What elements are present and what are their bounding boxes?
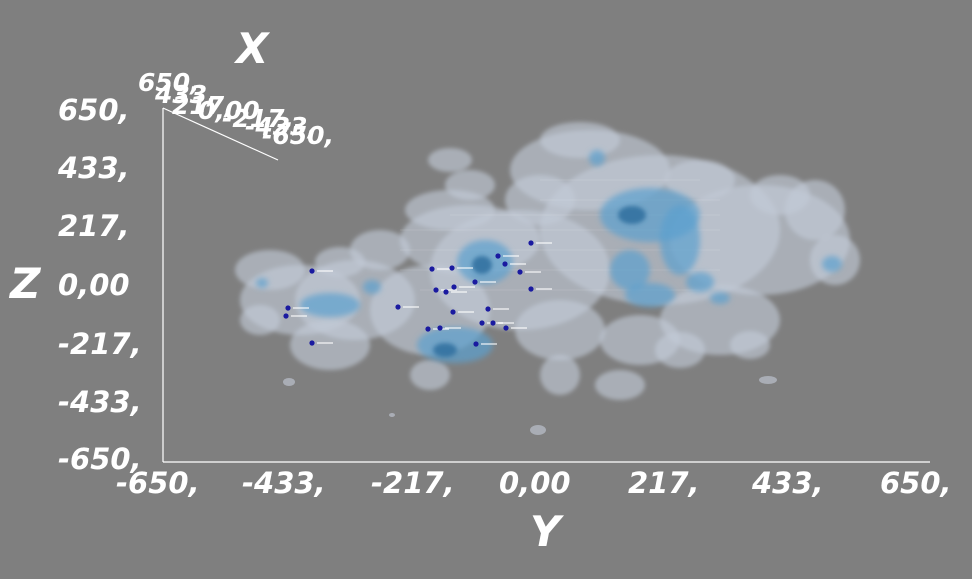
x-tick-label: -433, [245, 112, 318, 141]
data-point [528, 286, 534, 292]
z-tick-label: 0,00 [58, 268, 130, 302]
y-tick-label: -433, [242, 466, 326, 500]
y-tick-label: 217, [628, 466, 700, 500]
x-tick-label: 650, [138, 68, 200, 97]
data-point [309, 268, 315, 274]
y-tick-label: 433, [752, 466, 824, 500]
x-tick-label: 433, [155, 80, 217, 109]
data-point-tag [503, 255, 519, 257]
data-point-tag [536, 242, 552, 244]
data-point [437, 325, 443, 331]
data-point [451, 284, 457, 290]
data-point [433, 287, 439, 293]
x-tick-label: 0,00 [198, 96, 260, 125]
z-axis-title: Z [10, 259, 41, 308]
data-point [502, 261, 508, 267]
floating-fragments [283, 376, 777, 435]
x-axis-line [162, 107, 279, 161]
x-tick-label: 217, [172, 91, 234, 120]
data-point [517, 269, 523, 275]
data-point-tag [291, 315, 307, 317]
data-point [449, 265, 455, 271]
axes [162, 107, 930, 463]
data-point [443, 289, 449, 295]
data-point [479, 320, 485, 326]
data-point-tag [441, 289, 457, 291]
data-point [490, 320, 496, 326]
data-point [429, 266, 435, 272]
data-point-tag [457, 267, 473, 269]
data-point-tag [451, 291, 467, 293]
data-point-tag [445, 327, 461, 329]
data-point-tag [481, 343, 497, 345]
data-point-tag [437, 268, 453, 270]
z-tick-label: -217, [58, 327, 142, 361]
z-tick-label: -433, [58, 385, 142, 419]
data-point-tag [293, 307, 309, 309]
inner-isosurface [256, 150, 842, 363]
data-point-tag [493, 308, 509, 310]
x-tick-label: -650, [262, 121, 335, 150]
z-tick-label: 433, [58, 151, 130, 185]
outer-isosurface [235, 122, 860, 400]
data-point-tag [317, 270, 333, 272]
z-tick-label: 217, [58, 209, 130, 243]
data-point-tag [511, 327, 527, 329]
z-tick-label: -650, [58, 442, 142, 476]
core-isosurface [433, 206, 646, 357]
y-axis-title: Y [530, 507, 561, 556]
data-point [472, 279, 478, 285]
data-point-markers [283, 240, 552, 347]
data-point-tag [510, 263, 526, 265]
data-point-tag [459, 286, 475, 288]
x-axis-title: X [236, 24, 269, 73]
data-point-tag [317, 342, 333, 344]
data-point [425, 326, 431, 332]
data-point [395, 304, 401, 310]
data-point [528, 240, 534, 246]
y-tick-label: -217, [371, 466, 455, 500]
x-tick-label: -217, [222, 104, 295, 133]
data-point [285, 305, 291, 311]
data-point [503, 325, 509, 331]
data-point [450, 309, 456, 315]
data-point-tag [458, 311, 474, 313]
data-point-tag [480, 281, 496, 283]
data-point [473, 341, 479, 347]
data-point [283, 313, 289, 319]
y-tick-label: 650, [880, 466, 952, 500]
z-tick-label: 650, [58, 93, 130, 127]
y-tick-label: -650, [116, 466, 200, 500]
data-point [309, 340, 315, 346]
data-point-tag [536, 288, 552, 290]
data-point [485, 306, 491, 312]
data-point-tag [498, 322, 514, 324]
data-point-tag [403, 306, 419, 308]
y-tick-label: 0,00 [499, 466, 571, 500]
data-point-tag [525, 271, 541, 273]
data-point [495, 253, 501, 259]
